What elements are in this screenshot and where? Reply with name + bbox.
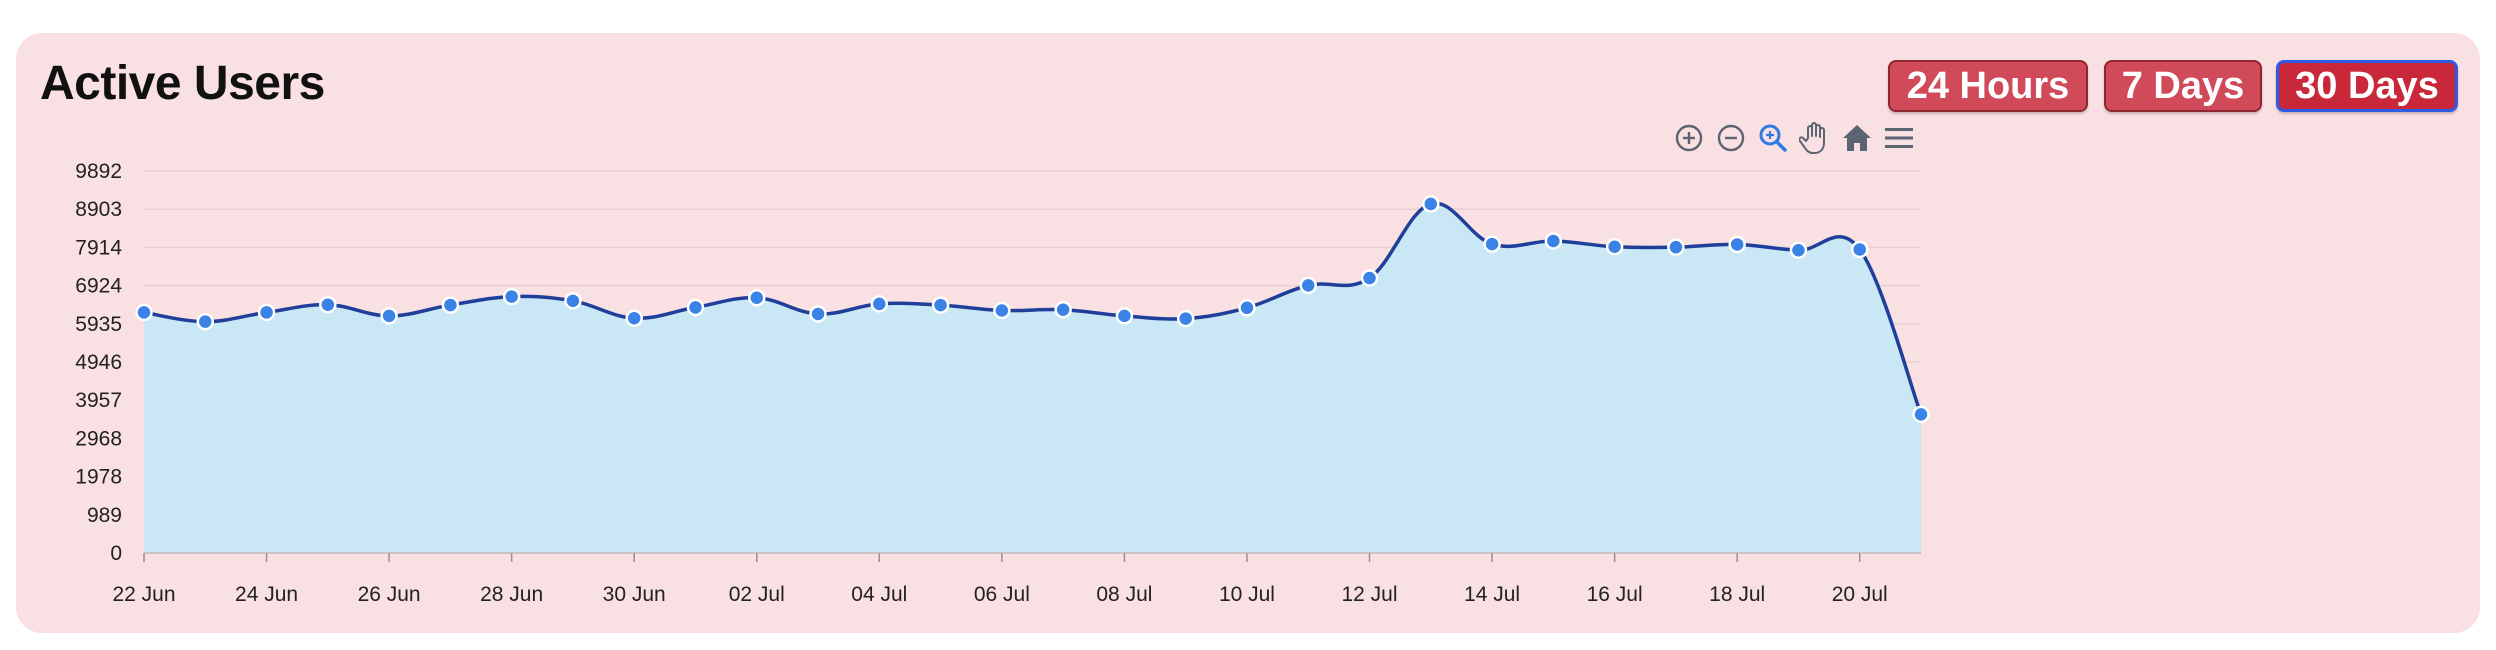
data-point[interactable]: [1483, 235, 1501, 253]
x-tick-label: 06 Jul: [974, 583, 1030, 606]
home-reset-icon[interactable]: [1836, 118, 1878, 158]
series-area: [143, 201, 1923, 553]
data-point[interactable]: [993, 301, 1011, 320]
range-24-hours-button[interactable]: 24 Hours: [1888, 60, 2088, 112]
x-tick-label: 18 Jul: [1709, 583, 1765, 606]
y-tick-label: 1978: [75, 466, 122, 489]
range-7-days-button[interactable]: 7 Days: [2104, 60, 2262, 112]
data-point[interactable]: [1667, 238, 1685, 256]
x-tick-label: 02 Jul: [729, 583, 785, 606]
data-point[interactable]: [1850, 240, 1869, 259]
data-point[interactable]: [1360, 269, 1379, 287]
x-tick-label: 14 Jul: [1464, 583, 1520, 606]
x-tick-label: 22 Jun: [112, 583, 175, 606]
y-tick-label: 8903: [75, 198, 122, 221]
y-tick-label: 3957: [75, 389, 122, 412]
data-point[interactable]: [257, 303, 276, 322]
data-point[interactable]: [1054, 300, 1072, 319]
area-fill: [144, 203, 1921, 553]
data-point[interactable]: [1544, 232, 1563, 250]
x-tick-label: 28 Jun: [480, 583, 543, 606]
x-tick-label: 26 Jun: [358, 583, 421, 606]
data-point[interactable]: [564, 292, 582, 310]
data-point[interactable]: [686, 298, 705, 317]
data-point[interactable]: [502, 287, 521, 306]
data-point[interactable]: [1728, 235, 1746, 254]
data-point[interactable]: [1176, 309, 1195, 328]
x-axis: 22 Jun 24 Jun 26 Jun 28 Jun 30 Jun 02 Jul 04 J…: [112, 552, 1921, 606]
data-point[interactable]: [196, 312, 215, 331]
data-point[interactable]: [931, 296, 950, 314]
y-tick-label: 4946: [75, 351, 122, 374]
data-point[interactable]: [1789, 241, 1808, 259]
y-tick-label: 9892: [75, 160, 122, 183]
data-point[interactable]: [319, 295, 337, 314]
data-point[interactable]: [1115, 307, 1134, 325]
zoom-in-icon[interactable]: [1668, 118, 1710, 158]
data-point[interactable]: [870, 295, 889, 313]
data-point[interactable]: [625, 309, 643, 327]
data-point[interactable]: [1238, 299, 1256, 317]
x-tick-label: 08 Jul: [1096, 583, 1152, 606]
zoom-select-icon[interactable]: [1752, 118, 1794, 158]
data-point[interactable]: [1912, 405, 1930, 424]
data-point[interactable]: [1605, 238, 1624, 256]
y-tick-label: 5935: [75, 313, 122, 336]
y-tick-label: 2968: [75, 427, 122, 450]
data-point[interactable]: [441, 296, 460, 314]
zoom-out-icon[interactable]: [1710, 118, 1752, 158]
series-markers: [135, 195, 1930, 424]
x-tick-label: 10 Jul: [1219, 583, 1275, 606]
x-tick-label: 16 Jul: [1587, 583, 1643, 606]
data-point[interactable]: [809, 305, 827, 323]
y-tick-label: 989: [87, 504, 122, 527]
x-tick-label: 30 Jun: [603, 583, 666, 606]
data-point[interactable]: [135, 303, 153, 322]
chart-title: Active Users: [40, 57, 325, 110]
y-tick-label: 0: [110, 542, 122, 565]
data-point[interactable]: [748, 288, 766, 307]
data-point[interactable]: [1299, 276, 1317, 295]
data-point[interactable]: [1422, 195, 1440, 213]
y-tick-label: 7914: [75, 236, 122, 259]
x-tick-label: 12 Jul: [1341, 583, 1397, 606]
pan-hand-icon[interactable]: [1794, 118, 1836, 158]
range-30-days-button[interactable]: 30 Days: [2276, 60, 2458, 112]
y-axis-tick-labels: 0 989 1978 2968 3957 4946 5935 6924 7914 8903 9892: [75, 160, 122, 565]
y-tick-label: 6924: [75, 275, 122, 298]
x-tick-label: 24 Jun: [235, 583, 298, 606]
chart-toolbar: [1668, 118, 1920, 158]
data-point[interactable]: [380, 307, 398, 325]
menu-icon[interactable]: [1878, 118, 1920, 158]
x-tick-label: 04 Jul: [851, 583, 907, 606]
x-tick-label: 20 Jul: [1832, 583, 1888, 606]
